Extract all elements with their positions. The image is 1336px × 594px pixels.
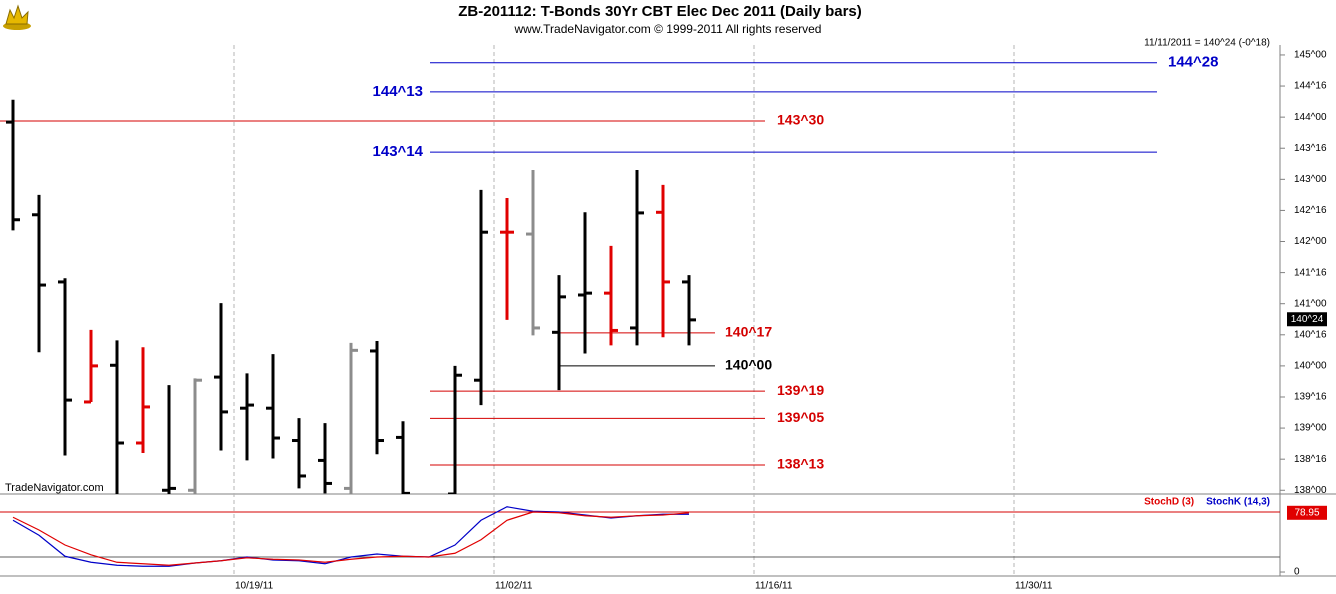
- legend-entry: StochK (14,3): [1206, 497, 1270, 508]
- y-tick-label: 0: [1294, 567, 1300, 578]
- last-price-label: 140^24: [1291, 314, 1324, 325]
- level-label: 143^14: [373, 143, 424, 160]
- y-tick-label: 138^16: [1294, 454, 1327, 465]
- y-tick-label: 141^00: [1294, 298, 1327, 309]
- y-tick-label: 141^16: [1294, 267, 1327, 278]
- level-label: 144^13: [373, 83, 423, 100]
- y-tick-label: 143^16: [1294, 143, 1327, 154]
- y-tick-label: 142^00: [1294, 236, 1327, 247]
- series-line: [12, 506, 689, 567]
- last-value-tag: [1287, 505, 1327, 520]
- header-note: 11/11/2011 = 140^24 (-0^18): [1144, 38, 1270, 49]
- x-tick-label: 11/02/11: [495, 581, 533, 592]
- level-label: 140^17: [725, 324, 772, 340]
- y-tick-label: 139^00: [1294, 423, 1327, 434]
- y-tick-label: 144^16: [1294, 81, 1327, 92]
- y-tick-label: 138^00: [1294, 485, 1327, 496]
- y-tick-label: 139^16: [1294, 392, 1327, 403]
- y-tick-label: 142^16: [1294, 205, 1327, 216]
- x-tick-label: 11/16/11: [755, 581, 793, 592]
- last-price-tag: [1287, 312, 1327, 327]
- x-tick-label: 10/19/11: [235, 581, 274, 592]
- level-label: 143^30: [777, 112, 824, 128]
- series-line: [12, 511, 690, 566]
- y-tick-label: 144^00: [1294, 112, 1327, 123]
- level-label: 144^28: [1168, 54, 1218, 71]
- x-tick-label: 11/30/11: [1015, 581, 1053, 592]
- chart-subtitle: www.TradeNavigator.com © 1999-2011 All r…: [514, 22, 822, 36]
- y-tick-label: 140^16: [1294, 329, 1327, 340]
- watermark: TradeNavigator.com: [5, 482, 104, 494]
- last-value-label: 78.95: [1294, 507, 1319, 518]
- y-tick-label: 145^00: [1294, 50, 1327, 61]
- y-tick-label: 143^00: [1294, 174, 1327, 185]
- logo[interactable]: [3, 4, 31, 30]
- level-label: 138^13: [777, 456, 824, 472]
- legend-entry: StochD (3): [1144, 497, 1194, 508]
- y-tick-label: 140^00: [1294, 361, 1327, 372]
- chart-title: ZB-201112: T-Bonds 30Yr CBT Elec Dec 201…: [458, 3, 862, 20]
- level-label: 140^00: [725, 357, 772, 373]
- level-label: 139^19: [777, 382, 824, 398]
- level-label: 139^05: [777, 409, 824, 425]
